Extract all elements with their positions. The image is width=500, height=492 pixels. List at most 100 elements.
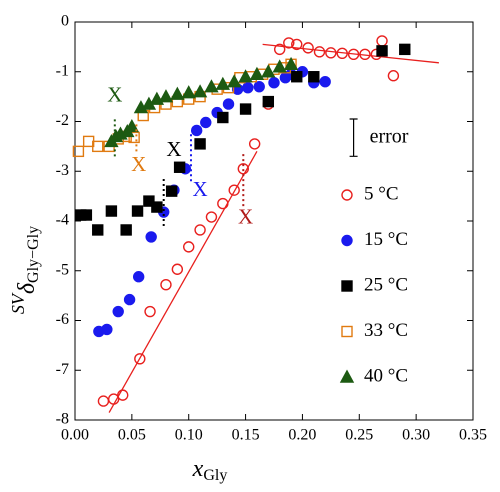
data-point	[291, 38, 303, 51]
y-tick-label: -5	[56, 261, 69, 278]
data-point	[181, 85, 196, 99]
error-label: error	[370, 125, 409, 147]
y-tick-label: -6	[56, 311, 69, 328]
data-point	[128, 131, 140, 144]
x-tick-label: 0.35	[459, 427, 487, 444]
x-tick-label: 0.10	[175, 427, 203, 444]
data-point	[313, 46, 326, 58]
data-point	[117, 389, 129, 401]
data-point	[242, 81, 254, 94]
data-point	[283, 56, 299, 70]
data-point	[190, 124, 203, 137]
legend-marker	[341, 189, 353, 201]
data-point	[376, 35, 388, 47]
x-label-main: x	[192, 456, 204, 482]
data-point	[105, 205, 118, 217]
x-tick-label: 0.15	[232, 427, 260, 444]
data-point	[308, 71, 320, 83]
marker-label: X	[166, 137, 181, 161]
data-point	[124, 119, 140, 133]
data-point	[238, 69, 253, 83]
data-point	[132, 271, 145, 283]
legend-label: 25 °C	[364, 274, 408, 295]
y-tick-label: -2	[56, 112, 69, 129]
data-point	[291, 71, 303, 83]
data-point	[336, 47, 348, 60]
x-tick-label: 0.00	[61, 427, 89, 444]
data-point	[131, 205, 144, 217]
data-point	[134, 353, 146, 365]
legend-label: 33 °C	[364, 320, 408, 341]
data-point	[262, 95, 275, 108]
x-tick-label: 0.05	[118, 427, 146, 444]
legend-label: 40 °C	[364, 365, 408, 386]
y-tick-label: -3	[56, 162, 69, 179]
y-tick-label: -4	[56, 212, 69, 229]
data-point	[302, 42, 314, 54]
x-tick-label: 0.25	[345, 427, 373, 444]
data-point	[158, 89, 174, 103]
data-point	[101, 323, 113, 336]
legend-marker	[341, 325, 353, 338]
data-point	[97, 395, 110, 407]
data-point	[249, 66, 265, 80]
data-point	[319, 75, 331, 88]
data-point	[273, 43, 286, 56]
x-label-sub: Gly	[203, 467, 227, 484]
y-label-main: δ	[14, 282, 40, 294]
marker-label: X	[107, 82, 122, 106]
data-point	[325, 47, 337, 59]
data-point	[144, 305, 156, 318]
data-point	[387, 70, 400, 82]
data-point	[347, 48, 360, 61]
data-point	[237, 163, 249, 175]
data-point	[192, 84, 208, 98]
y-label-prefix: SV	[8, 292, 28, 314]
y-tick-label: 0	[61, 13, 69, 30]
data-point	[359, 48, 371, 61]
marker-label: X	[192, 177, 207, 201]
legend-marker	[339, 369, 355, 383]
error-bar	[349, 118, 358, 157]
data-point	[399, 43, 411, 56]
y-tick-label: -8	[56, 411, 69, 428]
x-tick-label: 0.20	[288, 427, 316, 444]
x-axis-label: xGly	[192, 456, 228, 484]
data-point	[107, 393, 120, 405]
data-point	[80, 209, 93, 221]
data-point	[92, 224, 104, 236]
data-point	[227, 74, 242, 88]
data-point	[165, 185, 178, 197]
data-point	[283, 37, 295, 49]
data-point	[215, 76, 231, 90]
data-point	[194, 224, 206, 236]
data-point	[217, 197, 229, 210]
data-point	[222, 98, 235, 110]
legend-marker	[341, 280, 353, 292]
data-point	[145, 231, 157, 243]
data-point	[228, 184, 240, 196]
data-point	[171, 263, 184, 275]
data-point	[204, 79, 219, 93]
legend-label: 15 °C	[364, 229, 408, 250]
data-point	[143, 195, 155, 207]
data-point	[239, 103, 252, 115]
data-point	[272, 59, 287, 73]
data-point	[253, 80, 265, 93]
data-point	[151, 201, 163, 213]
y-tick-label: -7	[56, 361, 69, 378]
marker-label: X	[238, 204, 253, 228]
data-point	[123, 293, 136, 306]
fit-line	[262, 43, 439, 64]
fit-line	[108, 151, 258, 413]
marker-label: X	[131, 152, 146, 176]
data-point	[268, 76, 280, 89]
data-point	[205, 211, 218, 223]
data-point	[173, 161, 186, 173]
y-tick-label: -1	[56, 62, 69, 79]
x-tick-label: 0.30	[402, 427, 430, 444]
data-point	[194, 138, 206, 150]
data-point	[376, 45, 388, 57]
data-point	[217, 111, 229, 124]
